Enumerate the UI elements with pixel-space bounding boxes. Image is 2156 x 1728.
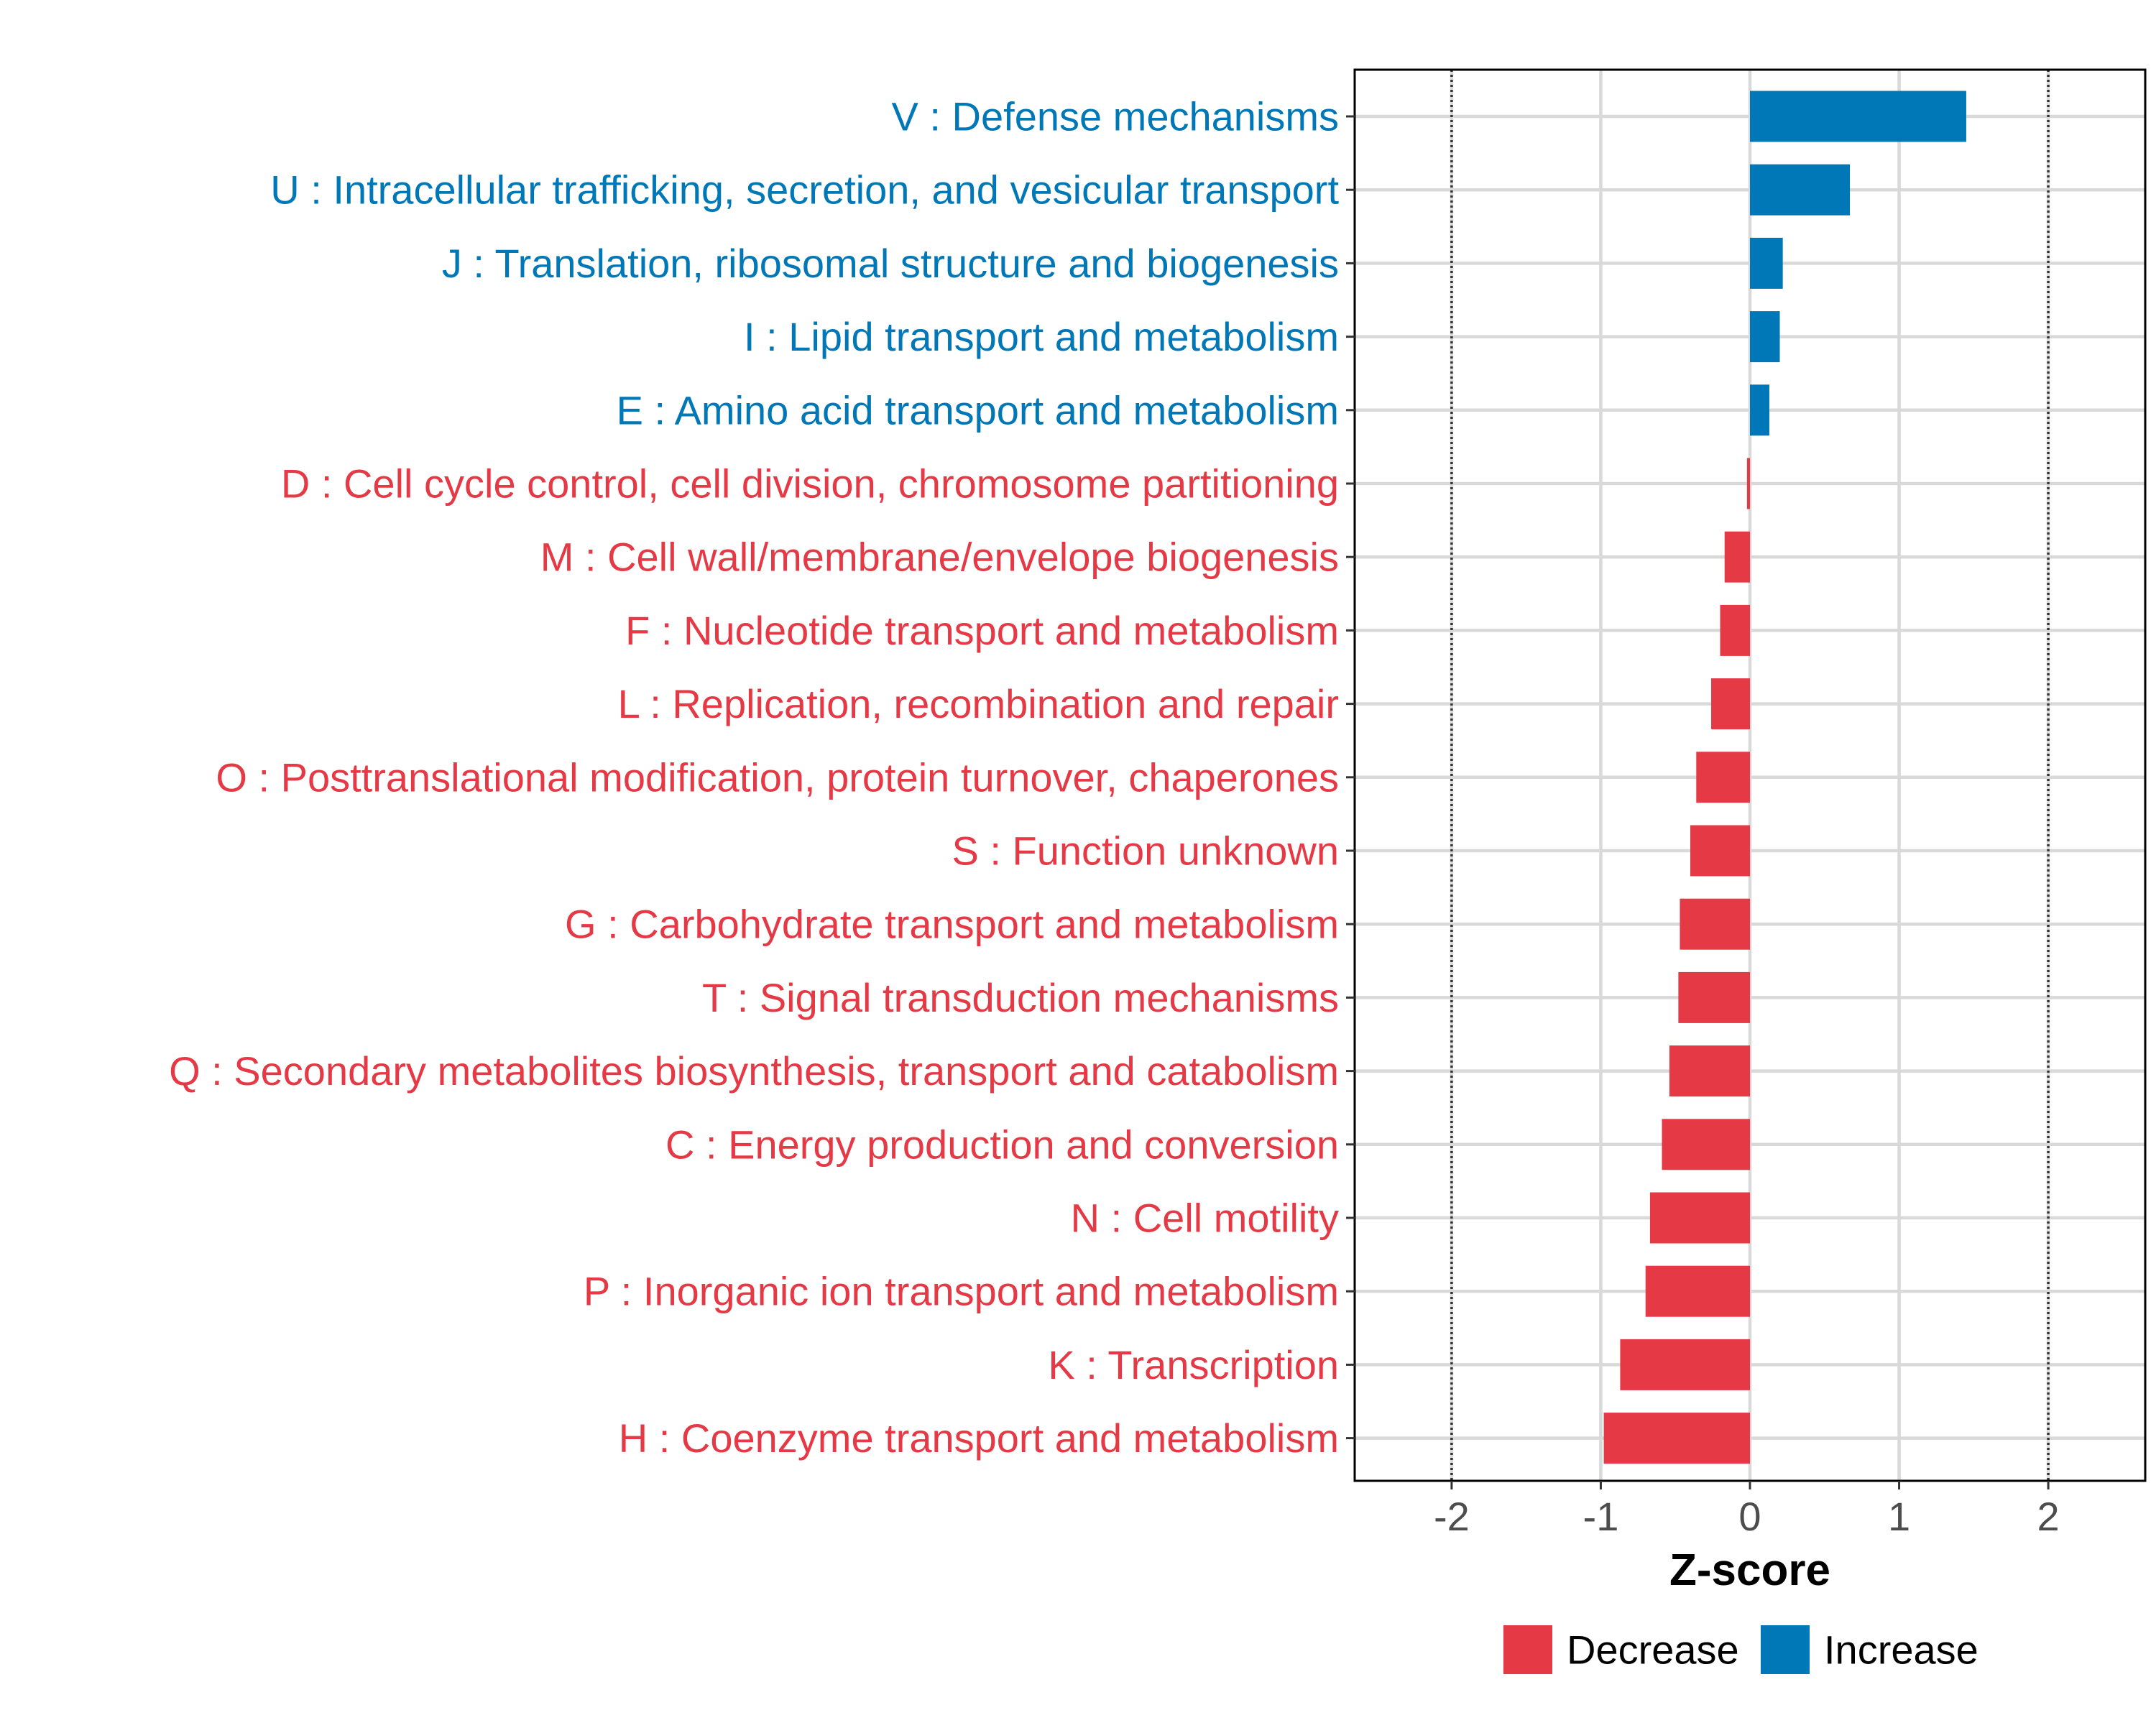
category-label: O : Posttranslational modification, prot…	[216, 754, 1339, 800]
category-label: V : Defense mechanisms	[892, 94, 1339, 139]
bar	[1720, 604, 1750, 656]
category-label: E : Amino acid transport and metabolism	[617, 387, 1339, 433]
bar	[1750, 384, 1769, 436]
bar	[1678, 971, 1750, 1023]
x-tick-label: 1	[1888, 1494, 1910, 1539]
category-labels: V : Defense mechanisms U : Intracellular …	[169, 94, 1339, 1461]
bar	[1696, 752, 1750, 803]
x-tick-label: -2	[1434, 1494, 1470, 1539]
category-label: F : Nucleotide transport and metabolism	[625, 608, 1339, 653]
bar	[1680, 898, 1750, 950]
category-label: U : Intracellular trafficking, secretion…	[270, 167, 1339, 213]
bar	[1645, 1265, 1750, 1317]
bar	[1750, 164, 1851, 216]
category-label: Q : Secondary metabolites biosynthesis, …	[169, 1048, 1339, 1094]
bar	[1750, 237, 1783, 289]
legend-swatch	[1761, 1625, 1810, 1674]
legend-label: Increase	[1824, 1627, 1978, 1673]
category-label: N : Cell motility	[1071, 1196, 1339, 1241]
x-tick-label: 2	[2037, 1494, 2060, 1539]
bar	[1690, 825, 1750, 877]
legend-swatch	[1503, 1625, 1552, 1674]
reference-lines	[1450, 70, 2050, 1481]
bar	[1724, 531, 1750, 583]
category-label: P : Inorganic ion transport and metaboli…	[584, 1269, 1339, 1314]
category-label: H : Coenzyme transport and metabolism	[619, 1415, 1339, 1461]
x-tick-label: -1	[1583, 1494, 1619, 1539]
bar	[1620, 1339, 1750, 1390]
bar	[1669, 1045, 1750, 1097]
x-axis-title: Z-score	[1669, 1546, 1830, 1595]
x-tick-label: 0	[1738, 1494, 1761, 1539]
x-axis-ticks: -2 -1 0 1 2	[1434, 1481, 2060, 1539]
bar	[1649, 1192, 1750, 1244]
bar	[1662, 1119, 1750, 1170]
category-label: S : Function unknown	[952, 828, 1339, 874]
bar	[1603, 1413, 1750, 1464]
category-label: I : Lipid transport and metabolism	[744, 314, 1339, 359]
bar	[1750, 91, 1966, 142]
category-label: G : Carbohydrate transport and metabolis…	[565, 902, 1339, 947]
bar	[1750, 311, 1780, 363]
category-label: C : Energy production and conversion	[665, 1122, 1339, 1167]
category-label: D : Cell cycle control, cell division, c…	[281, 461, 1339, 507]
legend: Decrease Increase	[1503, 1625, 1978, 1674]
bar	[1746, 458, 1750, 509]
y-axis-ticks	[1346, 115, 1355, 1440]
category-label: L : Replication, recombination and repai…	[618, 681, 1339, 726]
bars	[1603, 91, 1966, 1464]
category-label: J : Translation, ribosomal structure and…	[442, 241, 1339, 286]
category-label: M : Cell wall/membrane/envelope biogenes…	[540, 535, 1339, 580]
category-label: T : Signal transduction mechanisms	[702, 975, 1339, 1020]
legend-label: Decrease	[1567, 1627, 1739, 1673]
bar	[1711, 678, 1750, 730]
category-label: K : Transcription	[1048, 1342, 1339, 1387]
